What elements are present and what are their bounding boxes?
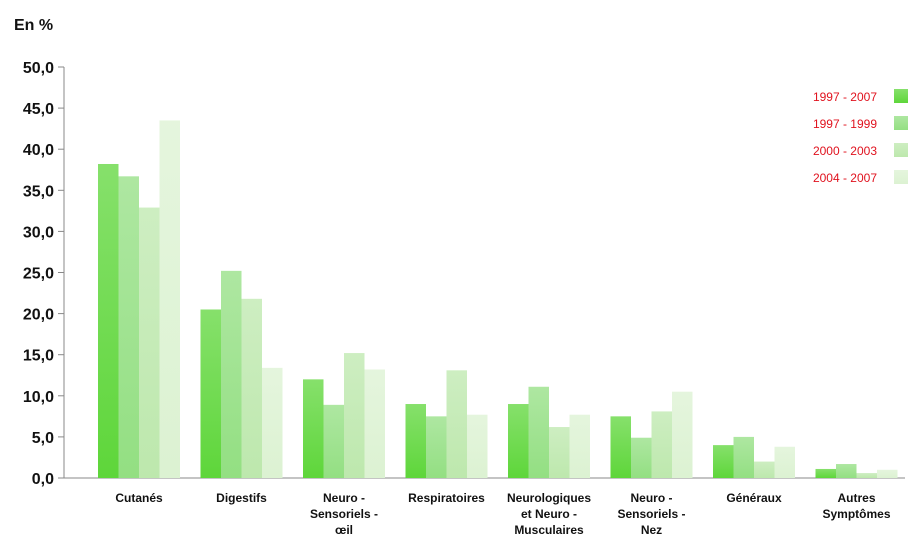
legend-swatch — [894, 170, 908, 184]
bar — [528, 386, 549, 478]
bar — [631, 437, 652, 478]
bar — [672, 391, 693, 478]
y-tick-label: 30,0 — [23, 224, 54, 241]
bar — [262, 367, 283, 478]
axes: 0,0 5,0 10,0 15,0 20,0 25,0 30,0 35,0 40,0 45,0 50… — [23, 60, 905, 488]
bar — [323, 404, 344, 478]
x-category-label: Cutanés — [115, 491, 163, 505]
category-labels: Cutanés Digestifs Neuro -Sensoriels -œil Re… — [115, 491, 891, 537]
legend: 1997 - 2007 1997 - 1999 2000 - 2003 2004 - … — [813, 89, 908, 185]
bar — [856, 473, 877, 478]
y-unit-label: En % — [14, 17, 53, 34]
y-tick-label: 10,0 — [23, 389, 54, 406]
y-tick-label: 35,0 — [23, 183, 54, 200]
bar — [303, 379, 324, 478]
y-tick-label: 50,0 — [23, 60, 54, 77]
bar — [774, 446, 795, 478]
legend-swatch — [894, 89, 908, 103]
bar — [118, 176, 139, 479]
bar — [733, 436, 754, 478]
bar — [446, 370, 467, 478]
bar — [405, 404, 426, 478]
legend-swatch — [894, 143, 908, 157]
bar — [754, 461, 775, 478]
bar — [241, 298, 262, 478]
bar — [815, 468, 836, 478]
bar — [508, 404, 529, 478]
bar — [159, 120, 180, 479]
x-category-label: Neuro -Sensoriels -œil — [310, 491, 378, 537]
bar — [139, 207, 160, 478]
bars — [98, 120, 898, 479]
y-tick-label: 0,0 — [32, 471, 54, 488]
bar — [364, 369, 385, 478]
x-category-label: Neuro -Sensoriels -Nez — [617, 491, 685, 537]
bar — [569, 414, 590, 478]
bar — [467, 414, 488, 478]
x-category-label: Généraux — [726, 491, 782, 505]
bar — [221, 270, 242, 478]
x-category-label: Respiratoires — [408, 491, 485, 505]
legend-label: 1997 - 2007 — [813, 90, 877, 104]
bar — [200, 309, 221, 478]
x-category-label: Digestifs — [216, 491, 267, 505]
bar — [610, 416, 631, 478]
bar — [713, 445, 734, 478]
y-tick-label: 15,0 — [23, 348, 54, 365]
bar — [98, 163, 119, 478]
bar — [651, 411, 672, 478]
legend-label: 2004 - 2007 — [813, 171, 877, 185]
y-tick-label: 40,0 — [23, 142, 54, 159]
legend-label: 2000 - 2003 — [813, 144, 877, 158]
bar — [877, 469, 898, 478]
y-tick-label: 5,0 — [32, 430, 54, 447]
bar — [549, 427, 570, 478]
y-tick-label: 20,0 — [23, 307, 54, 324]
bar — [836, 464, 857, 478]
x-category-label: Neurologiques et Neuro -Musculaires — [507, 491, 591, 537]
y-tick-label: 25,0 — [23, 266, 54, 283]
bar — [426, 416, 447, 478]
legend-label: 1997 - 1999 — [813, 117, 877, 131]
x-category-label: Autres Symptômes — [822, 491, 890, 521]
legend-swatch — [894, 116, 908, 130]
y-tick-label: 45,0 — [23, 101, 54, 118]
bar — [344, 353, 365, 478]
